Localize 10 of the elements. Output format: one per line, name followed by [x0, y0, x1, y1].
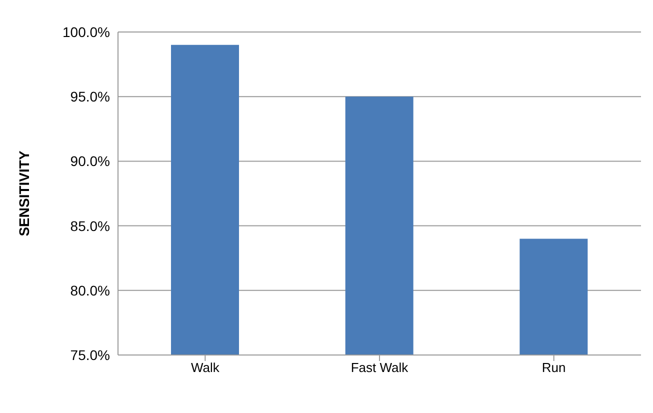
- y-tick-label: 95.0%: [70, 88, 110, 105]
- y-tick-label: 90.0%: [70, 153, 110, 170]
- x-tick-label: Run: [542, 360, 566, 376]
- y-tick-label: 100.0%: [62, 24, 110, 40]
- y-axis-title: SENSITIVITY: [16, 150, 32, 236]
- y-tick-label: 75.0%: [70, 346, 110, 363]
- x-tick-label: Walk: [190, 360, 220, 376]
- y-tick-label: 85.0%: [70, 218, 110, 234]
- y-tick-label: 80.0%: [70, 282, 110, 298]
- x-tick-label: Fast Walk: [350, 360, 409, 376]
